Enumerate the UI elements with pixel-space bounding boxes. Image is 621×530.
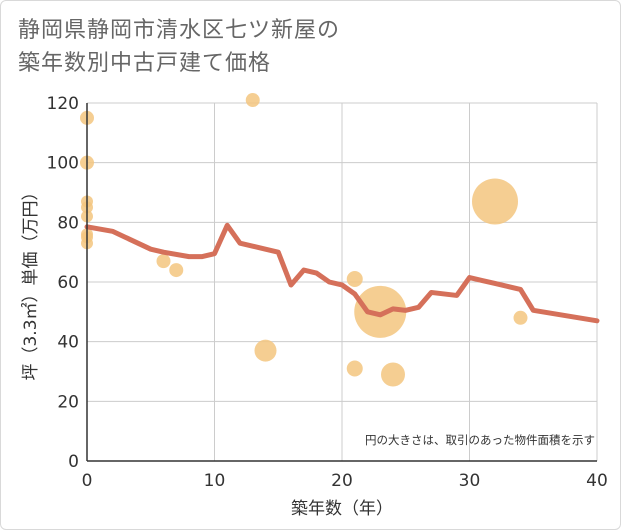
bubble-point: [169, 263, 184, 278]
bubble-point: [245, 93, 260, 108]
bubble-point: [346, 271, 363, 288]
trend-line: [84, 222, 600, 324]
bubble-point: [254, 339, 277, 362]
chart-title: 静岡県静岡市清水区七ツ新屋の 築年数別中古戸建て価格: [18, 14, 340, 80]
bubble-point: [381, 362, 405, 387]
trend-series: [84, 222, 600, 324]
bubble-point: [354, 285, 407, 338]
bubble-point: [156, 254, 171, 269]
x-tick-label: 20: [331, 471, 353, 491]
chart-title-line-2: 築年数別中古戸建て価格: [18, 51, 272, 76]
x-tick-label: 40: [586, 471, 608, 491]
y-axis-label: 坪（3.3㎡）単価（万円）: [21, 183, 41, 380]
y-tick-label: 100: [47, 154, 79, 174]
bubble-series: [80, 93, 528, 387]
x-tick-label: 0: [82, 471, 93, 491]
y-tick-label: 20: [57, 392, 79, 412]
chart-title-line-1: 静岡県静岡市清水区七ツ新屋の: [18, 18, 341, 43]
gridlines: [87, 102, 598, 461]
x-tick-label: 30: [459, 471, 481, 491]
axes: [86, 103, 597, 462]
bubble-size-note: 円の大きさは、取引のあった物件面積を示す: [365, 433, 595, 447]
y-tick-label: 80: [57, 213, 79, 233]
y-tick-label: 40: [57, 333, 79, 353]
x-tick-label: 10: [204, 471, 226, 491]
bubble-point: [513, 310, 528, 325]
y-tick-label: 60: [57, 273, 79, 293]
bubble-point: [346, 360, 363, 377]
bubble-point: [472, 178, 518, 225]
y-tick-label: 120: [47, 94, 79, 114]
x-axis-label: 築年数（年）: [291, 499, 393, 519]
tick-labels: 0 20 40 60 80 100 120 0 10 20 30 40: [47, 94, 608, 491]
y-tick-label: 0: [68, 452, 79, 472]
